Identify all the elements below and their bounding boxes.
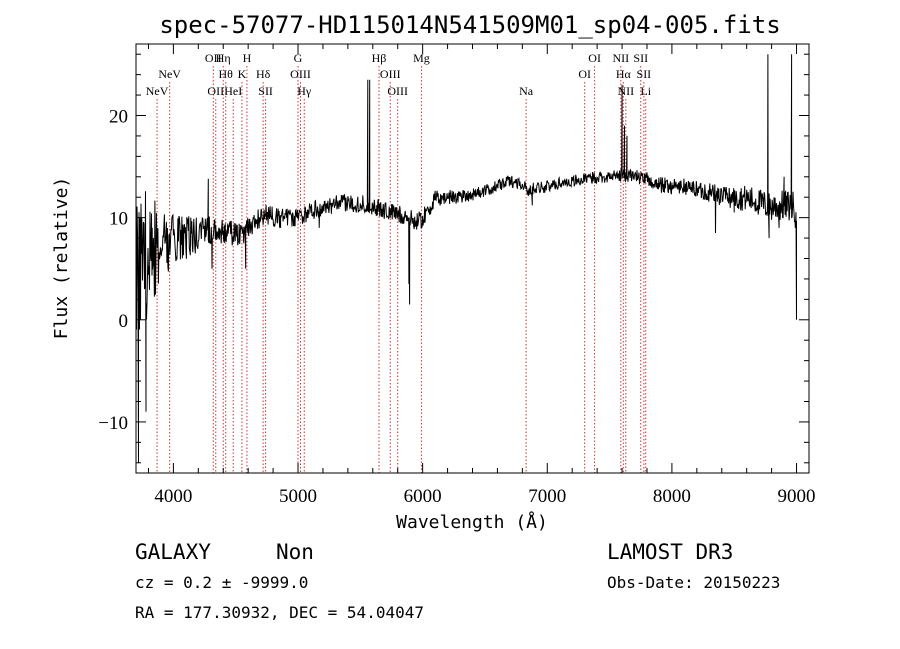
emission-line-label: Hγ [297, 84, 312, 98]
emission-line-label: NeV [146, 84, 169, 98]
emission-line-label: OII [205, 51, 222, 65]
emission-line-label: SII [258, 84, 273, 98]
emission-line-label: OI [588, 51, 601, 65]
object-subclass: Non [276, 540, 314, 564]
emission-line-markers [156, 66, 647, 473]
y-axis-label: Flux (relative) [51, 177, 72, 340]
emission-line-label: OII [207, 84, 224, 98]
emission-line-label: NII [617, 84, 634, 98]
chart-title: spec-57077-HD115014N541509M01_sp04-005.f… [159, 11, 780, 39]
emission-line-label: G [294, 51, 303, 65]
emission-line-labels: NeVNeVOIIOIIHηHθHeIKHHδSIIGOIIIHγHβOIIIO… [146, 51, 652, 98]
spectrum-line [135, 54, 797, 463]
redshift-readout: cz = 0.2 ± -9999.0 [135, 573, 308, 592]
survey-name: LAMOST DR3 [607, 540, 733, 564]
y-axis: −10 0 10 20 [98, 53, 809, 464]
emission-line-label: OI [578, 67, 591, 81]
emission-line-label: OIII [290, 67, 311, 81]
emission-line-label: Hα [616, 67, 632, 81]
x-tick-label: 7000 [528, 486, 566, 507]
x-axis-label: Wavelength (Å) [396, 511, 548, 533]
emission-line-label: HeI [224, 84, 242, 98]
emission-line-label: OIII [387, 84, 408, 98]
x-tick-label: 6000 [404, 486, 442, 507]
object-class: GALAXY [135, 540, 211, 564]
emission-line-label: Hδ [256, 67, 271, 81]
x-tick-label: 9000 [778, 486, 816, 507]
y-tick-label: 10 [109, 209, 128, 230]
observation-date: Obs-Date: 20150223 [607, 573, 780, 592]
sky-coordinates: RA = 177.30932, DEC = 54.04047 [135, 603, 424, 622]
emission-line-label: NII [612, 51, 629, 65]
x-tick-label: 4000 [154, 486, 192, 507]
y-tick-label: 20 [109, 107, 128, 128]
emission-line-label: K [238, 67, 247, 81]
emission-line-label: Li [640, 84, 651, 98]
emission-line-label: Na [519, 84, 534, 98]
y-tick-label: 0 [119, 311, 129, 332]
emission-line-label: Hθ [219, 67, 234, 81]
emission-line-label: H [243, 51, 252, 65]
y-tick-label: −10 [98, 413, 128, 434]
emission-line-label: Hη [216, 51, 231, 65]
emission-line-label: Mg [413, 51, 430, 65]
emission-line-label: Hβ [372, 51, 387, 65]
plot-frame [135, 43, 810, 474]
x-axis: 4000 5000 6000 7000 8000 9000 [147, 44, 816, 507]
emission-line-label: OIII [380, 67, 401, 81]
emission-line-label: NeV [158, 67, 181, 81]
x-tick-label: 8000 [653, 486, 691, 507]
x-tick-label: 5000 [279, 486, 317, 507]
emission-line-label: SII [633, 51, 648, 65]
emission-line-label: SII [637, 67, 652, 81]
